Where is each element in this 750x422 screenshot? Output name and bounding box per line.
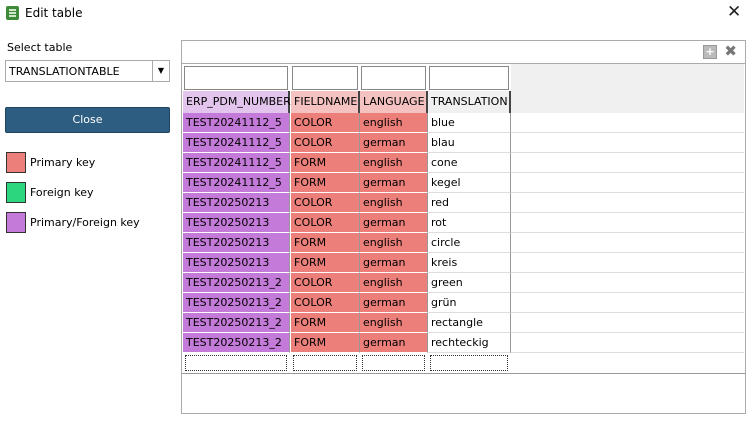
table-cell[interactable]: COLOR <box>291 133 360 153</box>
add-row-icon[interactable]: + <box>703 45 717 59</box>
row-filler <box>511 173 744 193</box>
table-cell[interactable]: TEST20241112_5 <box>183 113 290 133</box>
grid-divider <box>182 373 745 374</box>
table-cell[interactable]: kegel <box>428 173 511 193</box>
table-cell[interactable]: COLOR <box>291 213 360 233</box>
column-filter-input[interactable] <box>429 66 509 90</box>
row-filler <box>511 153 744 173</box>
row-filler <box>511 233 744 253</box>
row-filler <box>511 253 744 273</box>
select-table-label: Select table <box>7 41 73 54</box>
chevron-down-icon[interactable]: ▼ <box>152 61 169 81</box>
legend-label: Primary key <box>30 156 96 169</box>
database-icon <box>6 6 19 20</box>
legend-label: Primary/Foreign key <box>30 216 140 229</box>
close-button[interactable]: Close <box>5 107 170 133</box>
delete-icon[interactable]: ✖ <box>724 42 737 60</box>
table-cell[interactable]: english <box>360 193 428 213</box>
grid-toolbar: + ✖ <box>182 41 745 64</box>
table-cell[interactable]: english <box>360 273 428 293</box>
table-cell[interactable]: english <box>360 313 428 333</box>
column-header[interactable]: LANGUAGE <box>360 91 428 113</box>
column-header[interactable]: FIELDNAME <box>291 91 360 113</box>
table-cell[interactable]: german <box>360 133 428 153</box>
table-cell[interactable]: TEST20241112_5 <box>183 173 290 193</box>
legend-foreign-key: Foreign key <box>6 182 93 203</box>
row-filler <box>511 113 744 133</box>
table-cell[interactable]: COLOR <box>291 193 360 213</box>
row-filler <box>511 333 744 353</box>
row-filler <box>511 213 744 233</box>
window-title: Edit table <box>25 6 83 20</box>
table-cell[interactable]: COLOR <box>291 113 360 133</box>
table-cell[interactable]: FORM <box>291 253 360 273</box>
close-icon[interactable]: ✕ <box>727 2 742 22</box>
new-row-cell[interactable] <box>185 355 287 371</box>
column-header[interactable]: TRANSLATION <box>428 91 511 113</box>
column-header[interactable]: ERP_PDM_NUMBER <box>183 91 291 113</box>
row-filler <box>511 133 744 153</box>
primary-foreign-key-swatch <box>6 212 26 233</box>
column-filter-input[interactable] <box>292 66 358 90</box>
legend-primary-foreign-key: Primary/Foreign key <box>6 212 140 233</box>
row-filler <box>511 193 744 213</box>
table-cell[interactable]: FORM <box>291 153 360 173</box>
column-filter-input[interactable] <box>361 66 426 90</box>
row-filler <box>511 293 744 313</box>
table-cell[interactable]: kreis <box>428 253 511 273</box>
table-cell[interactable]: cone <box>428 153 511 173</box>
table-cell[interactable]: FORM <box>291 333 360 353</box>
table-cell[interactable]: rectangle <box>428 313 511 333</box>
table-cell[interactable]: FORM <box>291 233 360 253</box>
table-cell[interactable]: green <box>428 273 511 293</box>
table-cell[interactable]: TEST20250213_2 <box>183 273 290 293</box>
row-filler <box>511 273 744 293</box>
table-cell[interactable]: TEST20250213 <box>183 253 290 273</box>
row-filler <box>511 313 744 333</box>
table-cell[interactable]: FORM <box>291 173 360 193</box>
table-cell[interactable]: german <box>360 253 428 273</box>
table-select[interactable]: TRANSLATIONTABLE ▼ <box>5 60 170 82</box>
legend-primary-key: Primary key <box>6 152 95 173</box>
table-cell[interactable]: FORM <box>291 313 360 333</box>
table-cell[interactable]: rot <box>428 213 511 233</box>
table-cell[interactable]: TEST20250213 <box>183 193 290 213</box>
foreign-key-swatch <box>6 182 26 203</box>
new-row-cell[interactable] <box>293 355 357 371</box>
new-row-cell[interactable] <box>430 355 508 371</box>
table-cell[interactable]: english <box>360 153 428 173</box>
legend-label: Foreign key <box>30 186 94 199</box>
table-cell[interactable]: TEST20250213 <box>183 213 290 233</box>
table-cell[interactable]: TEST20250213_2 <box>183 293 290 313</box>
table-cell[interactable]: blau <box>428 133 511 153</box>
table-cell[interactable]: TEST20250213 <box>183 233 290 253</box>
table-cell[interactable]: COLOR <box>291 293 360 313</box>
selected-table-value: TRANSLATIONTABLE <box>9 65 120 78</box>
table-cell[interactable]: grün <box>428 293 511 313</box>
table-cell[interactable]: german <box>360 293 428 313</box>
table-cell[interactable]: TEST20250213_2 <box>183 313 290 333</box>
table-cell[interactable]: german <box>360 173 428 193</box>
table-cell[interactable]: circle <box>428 233 511 253</box>
table-cell[interactable]: COLOR <box>291 273 360 293</box>
table-cell[interactable]: TEST20250213_2 <box>183 333 290 353</box>
table-cell[interactable]: english <box>360 113 428 133</box>
table-cell[interactable]: rechteckig <box>428 333 511 353</box>
table-cell[interactable]: german <box>360 333 428 353</box>
table-cell[interactable]: TEST20241112_5 <box>183 153 290 173</box>
data-grid: + ✖ ERP_PDM_NUMBER FIELDNAME LANGUAGE TRANS… <box>181 40 746 414</box>
table-cell[interactable]: german <box>360 213 428 233</box>
table-cell[interactable]: red <box>428 193 511 213</box>
new-row-cell[interactable] <box>362 355 425 371</box>
table-cell[interactable]: blue <box>428 113 511 133</box>
header-filler <box>511 64 744 113</box>
table-cell[interactable]: english <box>360 233 428 253</box>
column-filter-input[interactable] <box>184 66 288 90</box>
table-cell[interactable]: TEST20241112_5 <box>183 133 290 153</box>
primary-key-swatch <box>6 152 26 173</box>
